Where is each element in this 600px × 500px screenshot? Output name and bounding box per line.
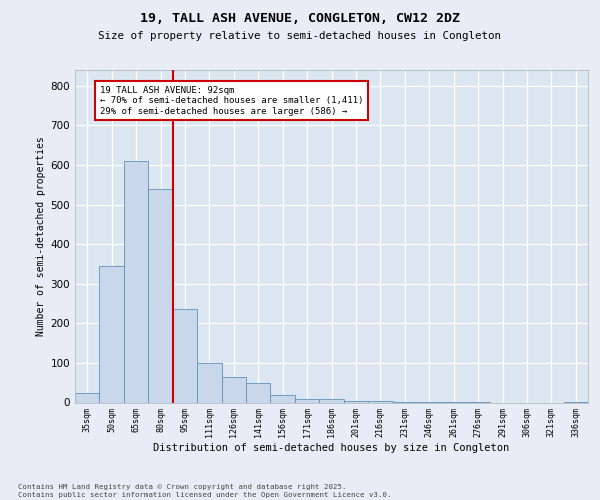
Bar bbox=[173, 310, 197, 402]
Text: 19, TALL ASH AVENUE, CONGLETON, CW12 2DZ: 19, TALL ASH AVENUE, CONGLETON, CW12 2DZ bbox=[140, 12, 460, 26]
Y-axis label: Number of semi-detached properties: Number of semi-detached properties bbox=[37, 136, 46, 336]
Bar bbox=[319, 400, 344, 402]
Bar bbox=[295, 398, 319, 402]
Bar bbox=[148, 188, 173, 402]
Text: 19 TALL ASH AVENUE: 92sqm
← 70% of semi-detached houses are smaller (1,411)
29% : 19 TALL ASH AVENUE: 92sqm ← 70% of semi-… bbox=[100, 86, 363, 116]
Bar bbox=[246, 382, 271, 402]
Bar bbox=[221, 377, 246, 402]
Bar bbox=[197, 363, 221, 403]
Bar bbox=[344, 400, 368, 402]
Bar bbox=[75, 392, 100, 402]
Bar bbox=[100, 266, 124, 402]
Bar bbox=[124, 161, 148, 402]
Text: Size of property relative to semi-detached houses in Congleton: Size of property relative to semi-detach… bbox=[98, 31, 502, 41]
Text: Contains HM Land Registry data © Crown copyright and database right 2025.
Contai: Contains HM Land Registry data © Crown c… bbox=[18, 484, 392, 498]
X-axis label: Distribution of semi-detached houses by size in Congleton: Distribution of semi-detached houses by … bbox=[154, 443, 509, 453]
Bar bbox=[271, 394, 295, 402]
